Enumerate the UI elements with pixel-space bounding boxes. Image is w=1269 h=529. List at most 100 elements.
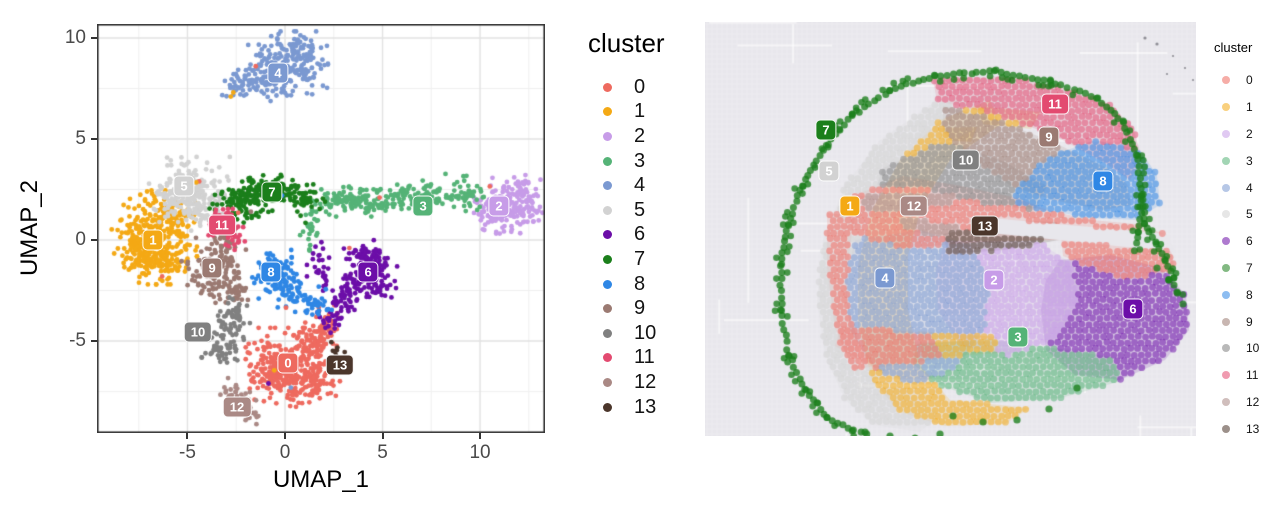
legend-dot-icon [603,230,612,240]
umap-x-tick-mark [479,433,482,439]
umap-y-axis-title: UMAP_2 [16,179,43,277]
legend-item-9: 9 [1214,308,1259,335]
legend-item-1: 1 [588,100,665,125]
legend-item-1: 1 [1214,94,1259,121]
umap-y-tick-label: 5 [75,127,86,149]
spatial-legend: cluster 0 1 2 3 4 5 6 7 8 9 10 11 12 13 [1214,40,1259,442]
legend-dot-icon [1222,129,1230,138]
legend-dot-icon [1222,290,1230,299]
legend-dot-icon [603,181,612,191]
legend-dot-icon [1222,183,1230,192]
umap-x-tick-label: 5 [377,442,388,463]
legend-label: 12 [1246,394,1260,409]
legend-dot-icon [603,82,612,92]
legend-item-8: 8 [1214,281,1259,308]
legend-item-2: 2 [1214,121,1259,148]
legend-item-12: 12 [1214,389,1259,416]
legend-label: 8 [634,272,646,295]
umap-cluster-label-10: 10 [183,321,213,343]
legend-dot-icon [1222,424,1230,433]
umap-cluster-label-3: 3 [412,195,434,217]
legend-item-7: 7 [588,247,665,272]
umap-x-tick-label: 10 [469,442,491,463]
legend-label: 6 [1246,234,1253,249]
spatial-plot-panel: 7 5 1 12 10 11 9 8 13 4 2 6 3 [705,22,1196,436]
legend-dot-icon [603,254,612,264]
umap-cluster-label-2: 2 [488,195,510,217]
legend-item-0: 0 [1214,67,1259,94]
legend-label: 2 [634,124,646,147]
legend-item-2: 2 [588,124,665,149]
legend-item-13: 13 [588,395,665,420]
umap-legend-items: 0 1 2 3 4 5 6 7 8 9 10 11 12 13 [588,75,665,419]
spatial-canvas [705,22,1196,436]
legend-label: 3 [1246,153,1253,168]
umap-cluster-label-12: 12 [222,396,252,418]
legend-label: 4 [1246,180,1253,195]
umap-x-axis-title: UMAP_1 [272,466,370,493]
legend-label: 10 [1246,341,1260,356]
spatial-cluster-label-3: 3 [1007,326,1029,348]
spatial-cluster-label-10: 10 [951,149,981,171]
legend-dot-icon [1222,263,1230,272]
umap-y-tick-label: -5 [69,330,86,352]
legend-item-12: 12 [588,370,665,395]
legend-item-4: 4 [1214,174,1259,201]
spatial-cluster-label-11: 11 [1041,93,1069,115]
legend-label: 12 [634,370,657,393]
legend-label: 9 [634,297,646,320]
legend-dot-icon [603,279,612,289]
legend-label: 7 [1246,260,1253,275]
legend-item-4: 4 [588,173,665,198]
umap-x-tick-mark [381,433,384,439]
legend-label: 2 [1246,126,1253,141]
legend-dot-icon [603,328,612,338]
legend-item-13: 13 [1214,415,1259,442]
umap-canvas [97,24,545,433]
legend-item-0: 0 [588,75,665,100]
legend-label: 5 [634,198,646,221]
spatial-legend-title: cluster [1214,40,1253,55]
legend-label: 6 [634,223,646,246]
legend-label: 1 [634,100,646,123]
legend-dot-icon [603,304,612,314]
legend-label: 11 [634,346,655,369]
legend-label: 13 [634,395,657,418]
umap-cluster-label-0: 0 [277,352,299,374]
legend-label: 1 [1246,100,1253,115]
legend-dot-icon [1222,317,1230,326]
legend-dot-icon [1222,156,1230,165]
spatial-cluster-label-2: 2 [983,269,1005,291]
legend-dot-icon [1222,103,1230,112]
legend-dot-icon [603,377,612,387]
spatial-cluster-label-13: 13 [970,215,1000,237]
umap-cluster-label-8: 8 [260,261,282,283]
legend-item-3: 3 [1214,147,1259,174]
legend-dot-icon [1222,210,1230,219]
legend-item-9: 9 [588,296,665,321]
spatial-cluster-label-5: 5 [818,160,840,182]
legend-label: 10 [634,321,657,344]
legend-item-6: 6 [588,223,665,248]
spatial-cluster-label-1: 1 [839,195,861,217]
legend-item-6: 6 [1214,228,1259,255]
spatial-cluster-label-4: 4 [874,267,896,289]
umap-legend: cluster 0 1 2 3 4 5 6 7 8 9 10 11 12 13 [588,28,665,419]
umap-legend-title: cluster [588,28,665,58]
legend-item-3: 3 [588,149,665,174]
legend-dot-icon [603,402,612,412]
spatial-cluster-label-6: 6 [1122,298,1144,320]
umap-cluster-label-13: 13 [325,354,355,376]
legend-dot-icon [603,156,612,166]
legend-item-5: 5 [588,198,665,223]
spatial-cluster-label-12: 12 [899,195,929,217]
legend-label: 8 [1246,287,1253,302]
umap-x-tick-mark [186,433,189,439]
umap-cluster-label-4: 4 [267,62,289,84]
umap-x-tick-mark [284,433,287,439]
legend-label: 3 [634,149,646,172]
legend-dot-icon [1222,397,1230,406]
umap-cluster-label-11: 11 [208,214,236,236]
legend-label: 13 [1246,421,1260,436]
